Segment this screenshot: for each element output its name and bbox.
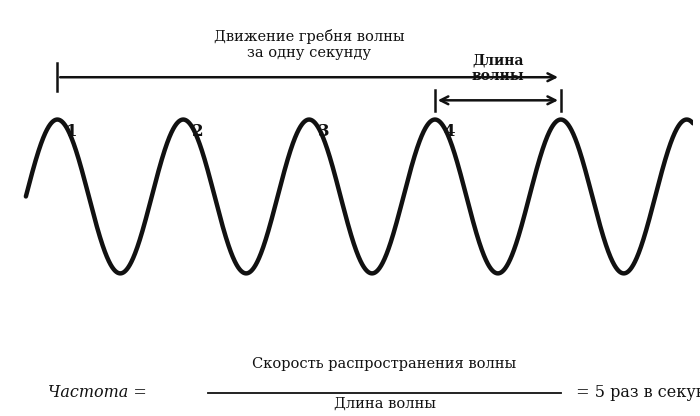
Text: 4: 4	[444, 124, 455, 140]
Text: 1: 1	[66, 124, 78, 140]
Text: Скорость распространения волны: Скорость распространения волны	[253, 357, 517, 371]
Text: Движение гребня волны
за одну секунду: Движение гребня волны за одну секунду	[214, 29, 405, 60]
Text: Длина волны: Длина волны	[334, 396, 435, 411]
Text: Длина
волны: Длина волны	[472, 53, 524, 83]
Text: = 5 раз в секунду: = 5 раз в секунду	[571, 384, 700, 401]
Text: 3: 3	[318, 124, 330, 140]
Text: Частота =: Частота =	[48, 384, 152, 401]
Text: 2: 2	[192, 124, 204, 140]
